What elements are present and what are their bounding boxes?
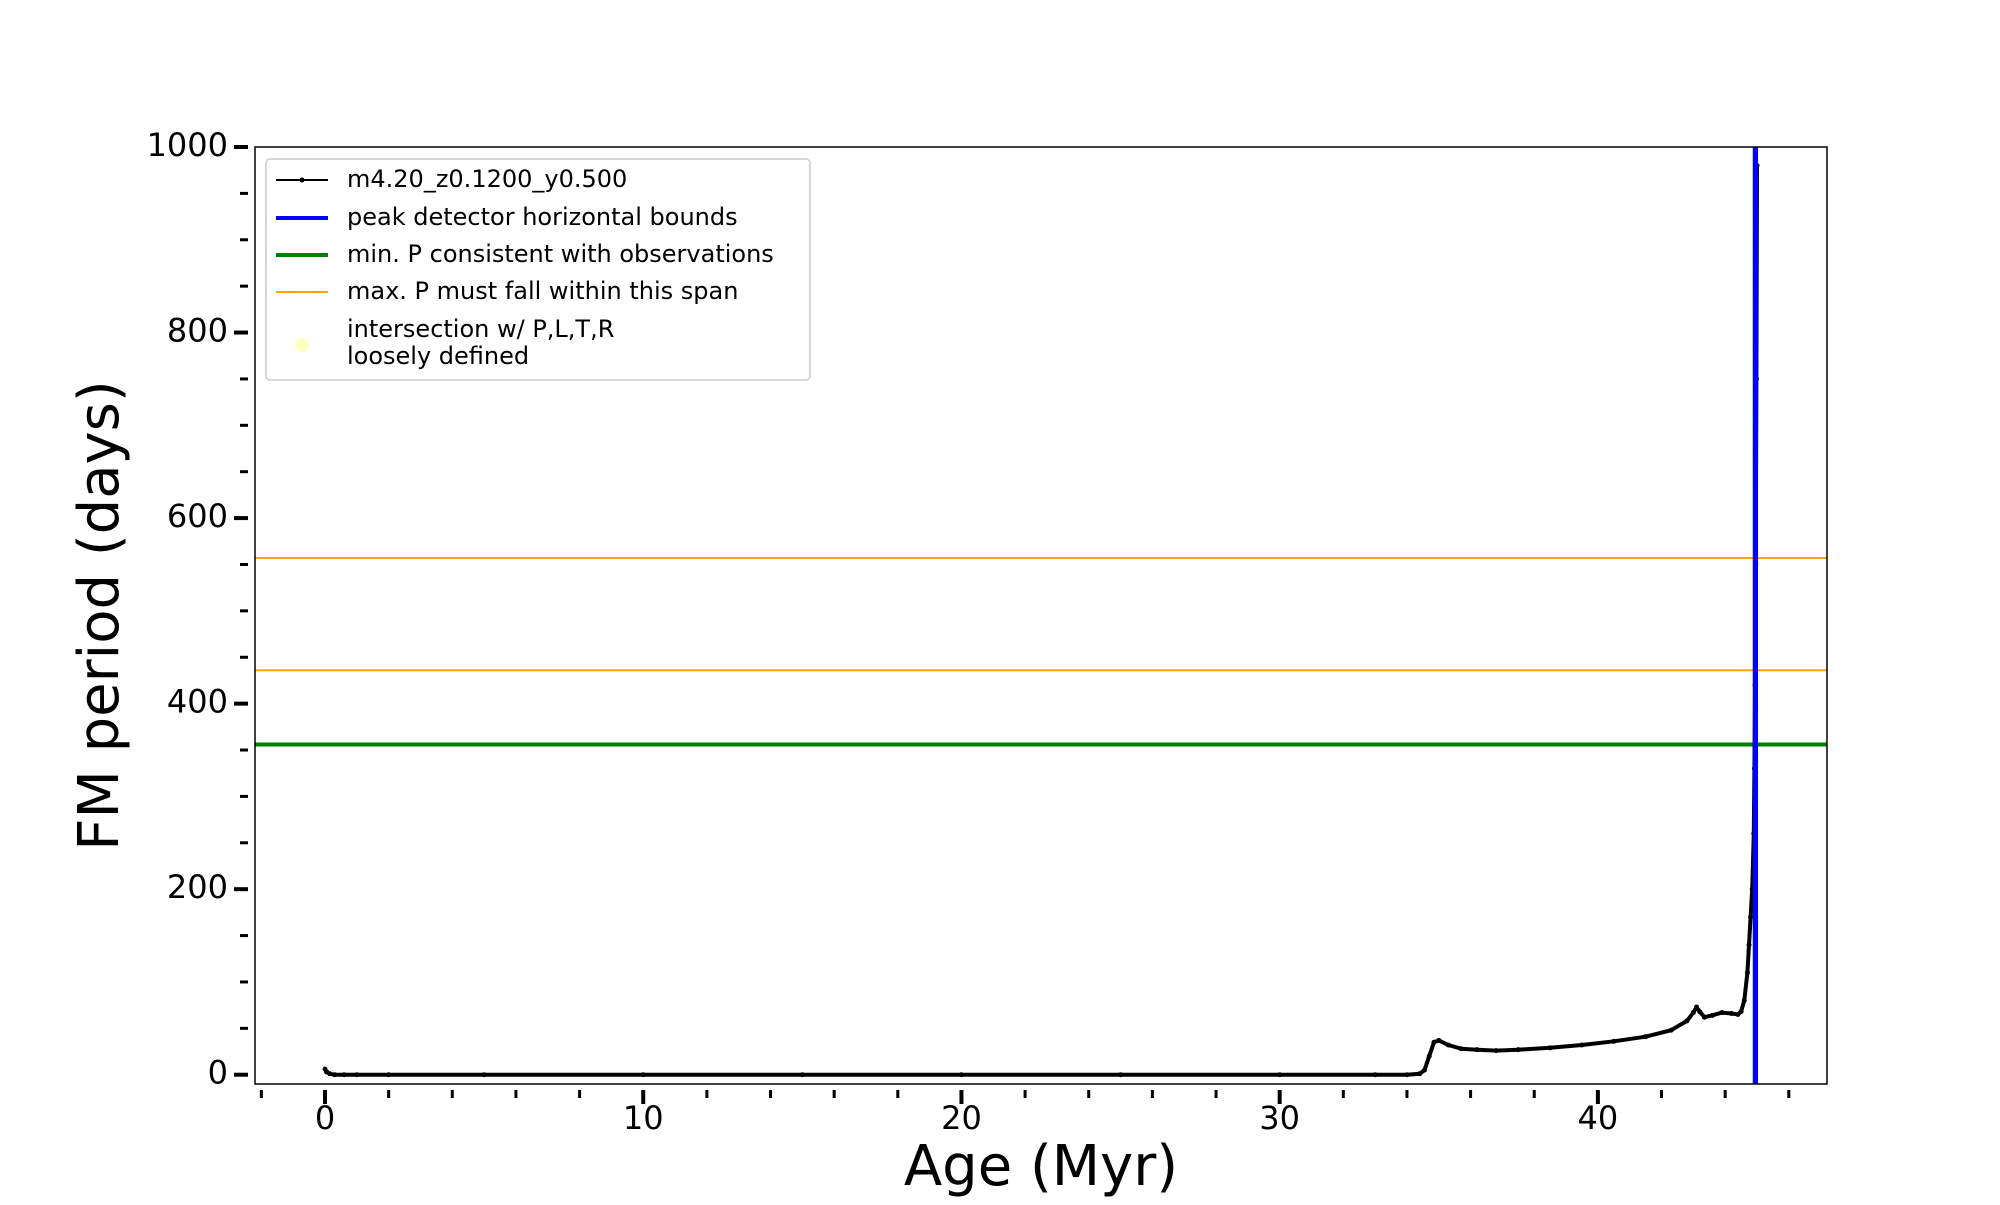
y-tick-label: 400 bbox=[167, 683, 228, 721]
track-point bbox=[1684, 1018, 1690, 1024]
track-point bbox=[1436, 1037, 1442, 1043]
x-tick-label: 10 bbox=[623, 1099, 664, 1137]
y-tick-label: 200 bbox=[167, 868, 228, 906]
track-point bbox=[1426, 1053, 1432, 1059]
legend-label-max-p-span: max. P must fall within this span bbox=[347, 277, 738, 305]
track-point bbox=[1474, 1047, 1480, 1053]
y-tick-label: 0 bbox=[208, 1054, 228, 1092]
track-point bbox=[1746, 942, 1752, 948]
track-point bbox=[1372, 1072, 1378, 1078]
track-point bbox=[354, 1072, 360, 1078]
plot-lines bbox=[255, 147, 1827, 1084]
track-point bbox=[1697, 1009, 1703, 1015]
track-point bbox=[481, 1072, 487, 1078]
track-point bbox=[1701, 1014, 1707, 1020]
track-point bbox=[327, 1071, 333, 1077]
track-point bbox=[1579, 1042, 1585, 1048]
y-tick-label: 1000 bbox=[147, 126, 228, 164]
track-point bbox=[341, 1072, 347, 1078]
track-point bbox=[1690, 1010, 1696, 1016]
track-point bbox=[1643, 1034, 1649, 1040]
legend-keys bbox=[276, 177, 328, 352]
track-point bbox=[799, 1072, 805, 1078]
y-tick-label: 600 bbox=[167, 497, 228, 535]
track-point bbox=[1729, 1010, 1735, 1016]
legend-label-peak-bounds: peak detector horizontal bounds bbox=[347, 203, 738, 231]
legend-label-intersection: intersection w/ P,L,T,R bbox=[347, 315, 614, 343]
track-point bbox=[1445, 1042, 1451, 1048]
legend-box bbox=[265, 158, 811, 381]
x-tick-label: 40 bbox=[1578, 1099, 1619, 1137]
track-point bbox=[1431, 1039, 1437, 1045]
track-point bbox=[1738, 1009, 1744, 1015]
plot-frame bbox=[254, 146, 1828, 1085]
x-tick-label: 20 bbox=[941, 1099, 982, 1137]
track-point bbox=[1709, 1012, 1715, 1018]
track-point bbox=[1668, 1027, 1674, 1033]
legend-label-min-p: min. P consistent with observations bbox=[347, 240, 774, 268]
track-point bbox=[386, 1072, 392, 1078]
track-point bbox=[1694, 1004, 1700, 1010]
x-tick-label: 30 bbox=[1259, 1099, 1300, 1137]
peak-detector-bounds bbox=[1752, 147, 1759, 1084]
x-tick-label: 0 bbox=[315, 1099, 335, 1137]
track-point bbox=[332, 1072, 338, 1078]
x-axis-title: Age (Myr) bbox=[904, 1134, 1178, 1199]
track-point bbox=[640, 1072, 646, 1078]
track-point bbox=[1417, 1071, 1423, 1077]
track-point bbox=[1719, 1010, 1725, 1016]
track-point bbox=[1493, 1048, 1499, 1054]
legend: m4.20_z0.1200_y0.500 peak detector horiz… bbox=[265, 158, 811, 381]
track-point bbox=[1748, 914, 1754, 920]
y-tick-label: 800 bbox=[167, 312, 228, 350]
legend-key-intersection bbox=[295, 338, 309, 352]
legend-label-intersection-note: loosely defined bbox=[347, 342, 529, 370]
track-point bbox=[1744, 970, 1750, 976]
track-point bbox=[1741, 998, 1747, 1004]
track-point bbox=[1404, 1072, 1410, 1078]
track-point bbox=[1421, 1067, 1427, 1073]
track-point bbox=[1118, 1072, 1124, 1078]
track-point bbox=[1458, 1046, 1464, 1052]
track-point bbox=[1277, 1072, 1283, 1078]
y-axis-title: FM period (days) bbox=[67, 380, 132, 850]
track-point bbox=[1611, 1038, 1617, 1044]
track-point bbox=[1547, 1045, 1553, 1051]
legend-label-track: m4.20_z0.1200_y0.500 bbox=[347, 165, 627, 193]
track-point bbox=[958, 1072, 964, 1078]
legend-key-track-point bbox=[299, 177, 305, 183]
track-point bbox=[1515, 1047, 1521, 1053]
